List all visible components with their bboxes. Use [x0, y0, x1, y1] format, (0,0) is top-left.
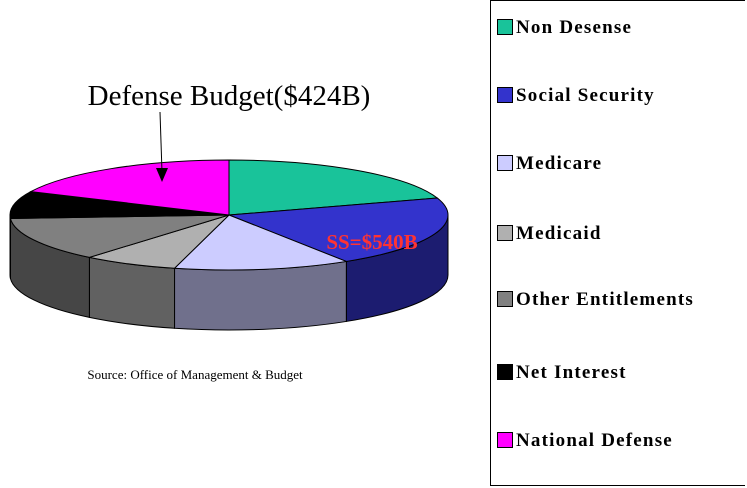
tops	[9, 159, 449, 271]
legend-label: Non Desense	[516, 17, 633, 38]
annotation-arrow	[159, 111, 163, 173]
legend-swatch	[497, 155, 513, 171]
legend-item: Non Desense	[497, 15, 696, 41]
annotation: SS=$540B	[326, 230, 417, 254]
legend-swatch	[497, 225, 513, 241]
legend-label: Net Interest	[516, 362, 627, 383]
legend-item: National Defense	[497, 428, 696, 454]
legend-label: Medicare	[516, 153, 603, 174]
source: Source: Office of Management & Budget	[87, 367, 303, 382]
legend-swatch	[497, 364, 513, 380]
legend-swatch	[497, 19, 513, 35]
pie-slice	[9, 214, 230, 258]
pie-slice	[9, 191, 230, 219]
legend-label: Medicaid	[516, 223, 602, 244]
legend: Non Desense Social Security Medicare Medica…	[490, 0, 745, 486]
legend-label: Social Security	[516, 85, 655, 106]
pie-slice	[29, 159, 230, 216]
legend-label: Other Entitlements	[516, 289, 694, 310]
pie-slice	[173, 214, 349, 271]
annotation: Defense Budget($424B)	[88, 80, 371, 112]
legend-item: Medicare	[497, 151, 696, 177]
legend-item: Other Entitlements	[497, 287, 696, 313]
walls	[9, 214, 449, 331]
legend-swatch	[497, 87, 513, 103]
legend-swatch	[497, 432, 513, 448]
pie-slice	[228, 197, 449, 262]
legend-item: Social Security	[497, 83, 696, 109]
pie-slice	[228, 159, 439, 216]
legend-item: Medicaid	[497, 221, 696, 247]
arrow-head	[156, 168, 168, 182]
pie-slice-side	[174, 260, 347, 331]
legend-item: Net Interest	[497, 360, 696, 386]
legend-swatch	[497, 291, 513, 307]
pie-slice-side	[88, 256, 176, 329]
chart: Defense Budget($424B) Source: Office of …	[9, 80, 449, 382]
legend-label: National Defense	[516, 430, 673, 451]
